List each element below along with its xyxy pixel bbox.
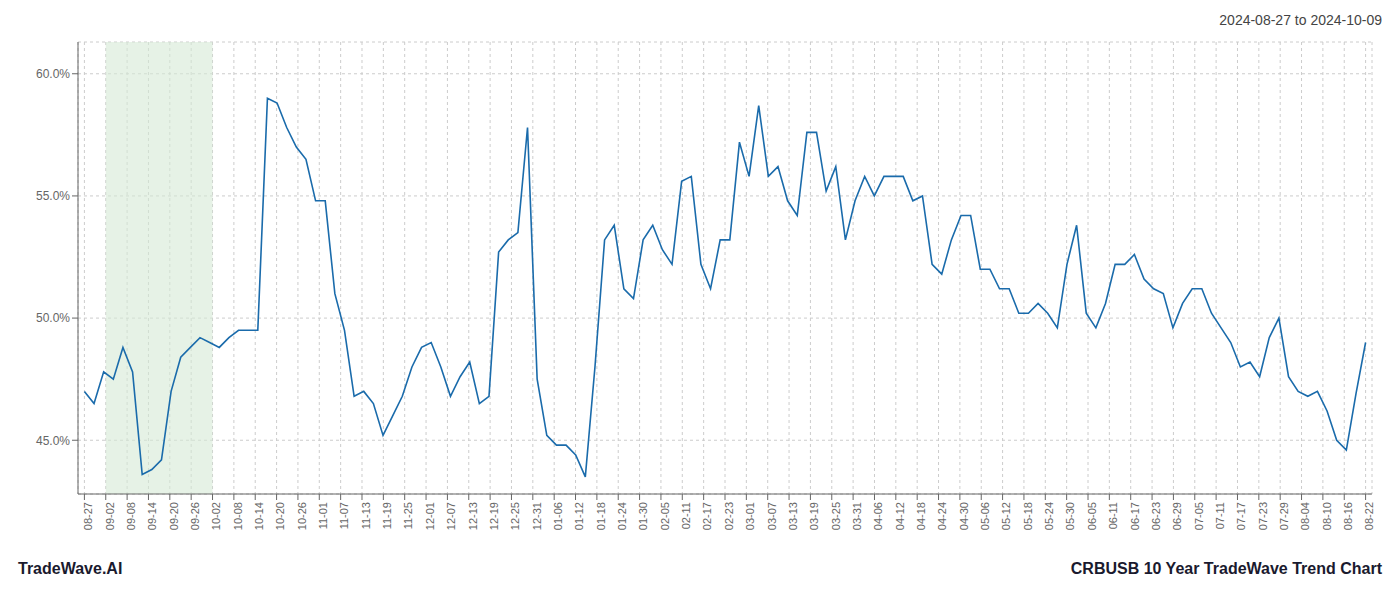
svg-text:03-31: 03-31 — [851, 502, 863, 530]
svg-text:03-01: 03-01 — [744, 502, 756, 530]
svg-text:05-12: 05-12 — [1000, 502, 1012, 530]
svg-text:03-13: 03-13 — [787, 502, 799, 530]
svg-text:06-17: 06-17 — [1129, 502, 1141, 530]
html-text:2024-08-27 to 2024-10-09: 2024-08-27 to 2024-10-09 — [1219, 12, 1382, 28]
svg-text:09-08: 09-08 — [125, 502, 137, 530]
svg-text:04-18: 04-18 — [915, 502, 927, 530]
svg-text:07-05: 07-05 — [1193, 502, 1205, 530]
svg-text:10-14: 10-14 — [253, 502, 265, 530]
svg-text:09-14: 09-14 — [146, 502, 158, 530]
svg-text:10-08: 10-08 — [232, 502, 244, 530]
svg-text:45.0%: 45.0% — [36, 434, 70, 448]
svg-text:08-22: 08-22 — [1363, 502, 1375, 530]
svg-text:01-12: 01-12 — [573, 502, 585, 530]
svg-text:06-05: 06-05 — [1086, 502, 1098, 530]
svg-text:04-12: 04-12 — [894, 502, 906, 530]
svg-text:07-17: 07-17 — [1235, 502, 1247, 530]
svg-text:09-26: 09-26 — [189, 502, 201, 530]
svg-text:11-07: 11-07 — [338, 502, 350, 529]
svg-text:08-10: 08-10 — [1321, 502, 1333, 530]
svg-text:07-23: 07-23 — [1257, 502, 1269, 530]
svg-text:08-04: 08-04 — [1299, 502, 1311, 530]
svg-text:60.0%: 60.0% — [36, 67, 70, 81]
svg-text:08-16: 08-16 — [1342, 502, 1354, 530]
svg-text:06-11: 06-11 — [1107, 502, 1119, 529]
svg-text:06-23: 06-23 — [1150, 502, 1162, 530]
svg-text:02-05: 02-05 — [659, 502, 671, 530]
svg-text:12-31: 12-31 — [531, 502, 543, 530]
svg-text:03-19: 03-19 — [808, 502, 820, 530]
svg-text:01-24: 01-24 — [616, 502, 628, 530]
svg-text:11-01: 11-01 — [317, 502, 329, 529]
svg-text:06-29: 06-29 — [1171, 502, 1183, 530]
svg-text:01-30: 01-30 — [637, 502, 649, 530]
svg-text:09-20: 09-20 — [168, 502, 180, 530]
svg-text:05-30: 05-30 — [1064, 502, 1076, 530]
svg-text:07-29: 07-29 — [1278, 502, 1290, 530]
html-text:CRBUSB 10 Year TradeWave Trend: CRBUSB 10 Year TradeWave Trend Chart — [1070, 560, 1382, 577]
svg-text:04-30: 04-30 — [958, 502, 970, 530]
svg-text:12-01: 12-01 — [424, 502, 436, 530]
svg-text:12-13: 12-13 — [467, 502, 479, 530]
svg-text:02-17: 02-17 — [701, 502, 713, 530]
svg-text:12-25: 12-25 — [509, 502, 521, 530]
svg-text:04-06: 04-06 — [872, 502, 884, 530]
svg-text:55.0%: 55.0% — [36, 189, 70, 203]
svg-text:03-25: 03-25 — [830, 502, 842, 530]
html-text:TradeWave.AI: TradeWave.AI — [18, 560, 123, 577]
svg-text:11-13: 11-13 — [360, 502, 372, 529]
svg-text:10-26: 10-26 — [296, 502, 308, 530]
svg-text:05-18: 05-18 — [1022, 502, 1034, 530]
svg-text:11-25: 11-25 — [403, 502, 415, 529]
svg-text:05-06: 05-06 — [979, 502, 991, 530]
svg-text:01-18: 01-18 — [595, 502, 607, 530]
svg-text:04-24: 04-24 — [936, 502, 948, 530]
svg-text:10-20: 10-20 — [274, 502, 286, 530]
svg-text:09-02: 09-02 — [104, 502, 116, 530]
svg-text:05-24: 05-24 — [1043, 502, 1055, 530]
svg-text:10-02: 10-02 — [210, 502, 222, 530]
svg-text:02-11: 02-11 — [680, 502, 692, 529]
svg-text:01-06: 01-06 — [552, 502, 564, 530]
svg-text:07-11: 07-11 — [1214, 502, 1226, 529]
svg-text:50.0%: 50.0% — [36, 311, 70, 325]
svg-text:11-19: 11-19 — [381, 502, 393, 529]
svg-text:12-19: 12-19 — [488, 502, 500, 530]
svg-text:08-27: 08-27 — [82, 502, 94, 530]
svg-text:03-07: 03-07 — [766, 502, 778, 530]
svg-text:12-07: 12-07 — [445, 502, 457, 530]
svg-text:02-23: 02-23 — [723, 502, 735, 530]
